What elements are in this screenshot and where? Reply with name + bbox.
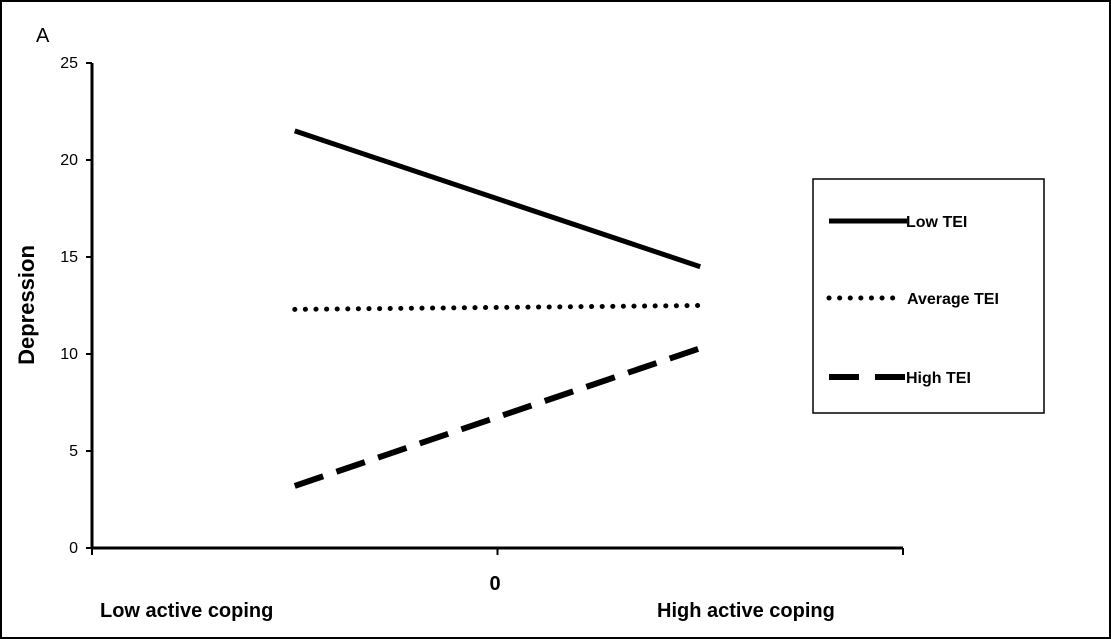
y-tick-label: 10 (60, 346, 78, 363)
series-layer (292, 128, 703, 489)
y-tick-label: 15 (60, 249, 78, 266)
y-tick-label: 20 (60, 152, 78, 169)
y-axis: 0 5 10 15 20 25 (60, 55, 94, 557)
series-line-average-tei (292, 303, 703, 312)
y-axis-title: Depression (14, 245, 39, 365)
x-tick-label-zero: 0 (489, 573, 500, 595)
legend-label-high-tei: High TEI (906, 370, 971, 387)
series-line-high-tei (293, 345, 702, 489)
x-high-label: High active coping (657, 600, 835, 622)
panel-label: A (36, 25, 50, 47)
y-tick-label: 0 (69, 540, 78, 557)
legend-label-average-tei: Average TEI (907, 291, 999, 308)
y-tick-label: 25 (60, 55, 78, 72)
x-axis (91, 546, 904, 555)
series-line-low-tei (293, 128, 702, 270)
y-tick-label: 5 (69, 443, 78, 460)
x-low-label: Low active coping (100, 600, 273, 622)
legend: Low TEI Average TEI High TEI (812, 178, 1045, 414)
legend-label-low-tei: Low TEI (906, 214, 967, 231)
